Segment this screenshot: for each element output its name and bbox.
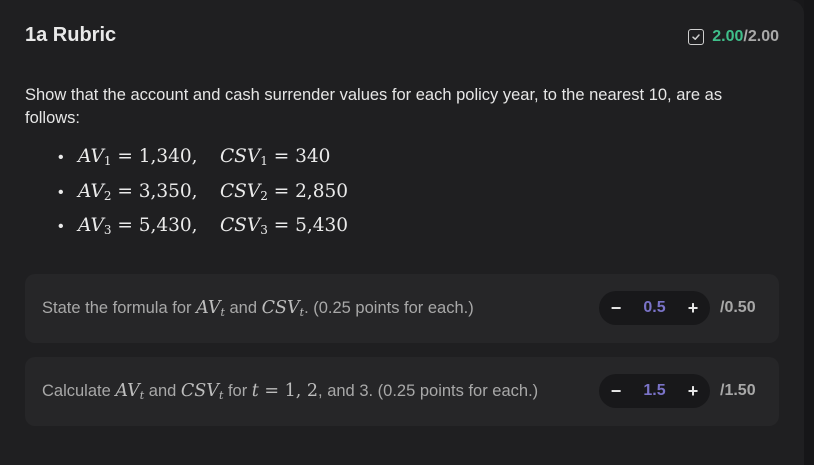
list-item: • AV1 = 1,340, CSV1 = 340 xyxy=(58,146,331,168)
score-earned: 2.00 xyxy=(712,28,744,45)
checkbox-check-icon xyxy=(688,29,705,45)
score-stepper[interactable]: − 1.5 + xyxy=(599,374,710,408)
criterion-row: Calculate AVt and CSVt for t = 1, 2, and… xyxy=(25,357,779,426)
bullet: • xyxy=(58,183,64,201)
criterion-text: State the formula for AVt and CSVt. (0.2… xyxy=(42,298,474,319)
rubric-title: 1a Rubric xyxy=(25,24,117,46)
score-value[interactable]: 1.5 xyxy=(643,382,666,399)
increment-button[interactable]: + xyxy=(687,380,699,401)
decrement-button[interactable]: − xyxy=(610,380,622,401)
total-score: 2.00/2.00 xyxy=(688,28,779,46)
score-stepper[interactable]: − 0.5 + xyxy=(599,291,710,325)
rubric-description: Show that the account and cash surrender… xyxy=(25,86,723,127)
score-value[interactable]: 0.5 xyxy=(643,299,666,316)
list-item: • AV3 = 5,430, CSV3 = 5,430 xyxy=(58,215,349,237)
criterion-text: Calculate AVt and CSVt for t = 1, 2, and… xyxy=(42,381,539,402)
bullet: • xyxy=(58,218,64,235)
bullet: • xyxy=(58,149,64,166)
value-list: • AV1 = 1,340, CSV1 = 340 • AV2 = 3,350,… xyxy=(58,146,348,250)
max-points: /1.50 xyxy=(720,382,756,399)
scrollbar[interactable] xyxy=(804,0,814,465)
increment-button[interactable]: + xyxy=(687,297,699,318)
score-total: /2.00 xyxy=(743,28,779,45)
list-item: • AV2 = 3,350, CSV2 = 2,850 xyxy=(58,180,349,203)
max-points: /0.50 xyxy=(720,299,756,316)
decrement-button[interactable]: − xyxy=(610,297,622,318)
criterion-row: State the formula for AVt and CSVt. (0.2… xyxy=(25,274,779,343)
